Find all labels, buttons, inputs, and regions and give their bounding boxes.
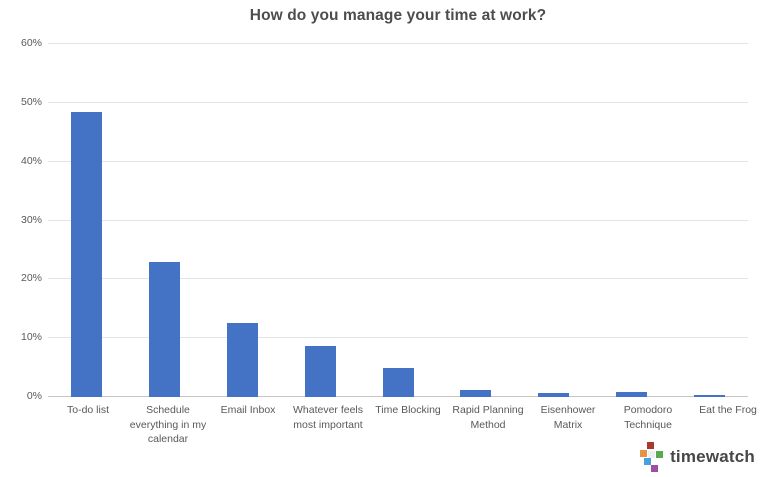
blue-square	[643, 458, 651, 465]
bar-slot	[204, 44, 282, 397]
y-tick-label: 50%	[20, 95, 42, 108]
x-label-slot: Eat the Frog	[688, 403, 768, 447]
gridline-30	[48, 219, 748, 221]
bar-4	[304, 346, 336, 397]
bar-7	[538, 393, 570, 397]
y-tick-label: 30%	[20, 213, 42, 226]
timewatch-logo: timewatch	[640, 442, 755, 472]
x-tick-label: Rapid Planning Method	[452, 404, 524, 431]
bar-slot	[126, 44, 204, 397]
x-label-slot: Time Blocking	[368, 403, 448, 447]
y-tick-label: 60%	[20, 37, 42, 49]
x-label-slot: Rapid Planning Method	[448, 403, 528, 447]
bar-5	[382, 367, 414, 397]
plot-area	[48, 43, 748, 397]
gridline-40	[48, 160, 748, 162]
y-tick-label: 20%	[20, 272, 42, 285]
gridline-50	[48, 101, 748, 103]
x-label-slot: Eisenhower Matrix	[528, 403, 608, 447]
bar-9	[693, 394, 725, 397]
bar-slot	[515, 44, 593, 397]
y-tick-label: 10%	[20, 331, 42, 344]
timewatch-logo-text: timewatch	[670, 447, 755, 466]
x-tick-label: Schedule everything in my calendar	[129, 404, 207, 446]
red-square	[647, 442, 655, 449]
x-label-slot: To-do list	[48, 403, 128, 447]
bar-slot	[359, 44, 437, 397]
x-tick-label: Eat the Frog	[699, 404, 757, 416]
gridline-20	[48, 278, 748, 280]
x-tick-label: Email Inbox	[220, 404, 276, 416]
bar-1	[71, 112, 103, 397]
x-label-slot: Email Inbox	[208, 403, 288, 447]
x-tick-label: Time Blocking	[375, 404, 441, 416]
center-square	[648, 450, 656, 458]
x-tick-label: To-do list	[66, 404, 109, 416]
x-axis-labels: To-do list Schedule everything in my cale…	[48, 403, 757, 447]
bar-slot	[670, 44, 748, 397]
bar-8	[615, 392, 647, 397]
bar-3	[226, 323, 258, 397]
x-tick-label: Eisenhower Matrix	[540, 404, 596, 431]
bar-slot	[437, 44, 515, 397]
purple-square	[650, 464, 658, 472]
green-square	[655, 451, 663, 458]
bar-series	[48, 44, 748, 397]
bar-slot	[592, 44, 670, 397]
bar-6	[460, 389, 492, 397]
gridline-60	[48, 43, 748, 44]
orange-square	[640, 450, 648, 457]
bar-2	[149, 261, 181, 397]
x-label-slot: Whatever feels most important	[288, 403, 368, 447]
bar-slot	[281, 44, 359, 397]
chart-title: How do you manage your time at work?	[249, 7, 547, 24]
y-tick-label: 40%	[20, 154, 42, 167]
x-label-slot: Pomodoro Technique	[608, 403, 688, 447]
gridline-10	[48, 337, 748, 339]
timewatch-plus-icon	[640, 442, 663, 472]
y-tick-label: 0%	[26, 390, 42, 402]
bar-slot	[48, 44, 126, 397]
x-tick-label: Pomodoro Technique	[623, 404, 673, 431]
x-tick-label: Whatever feels most important	[292, 404, 364, 431]
x-label-slot: Schedule everything in my calendar	[128, 403, 208, 447]
